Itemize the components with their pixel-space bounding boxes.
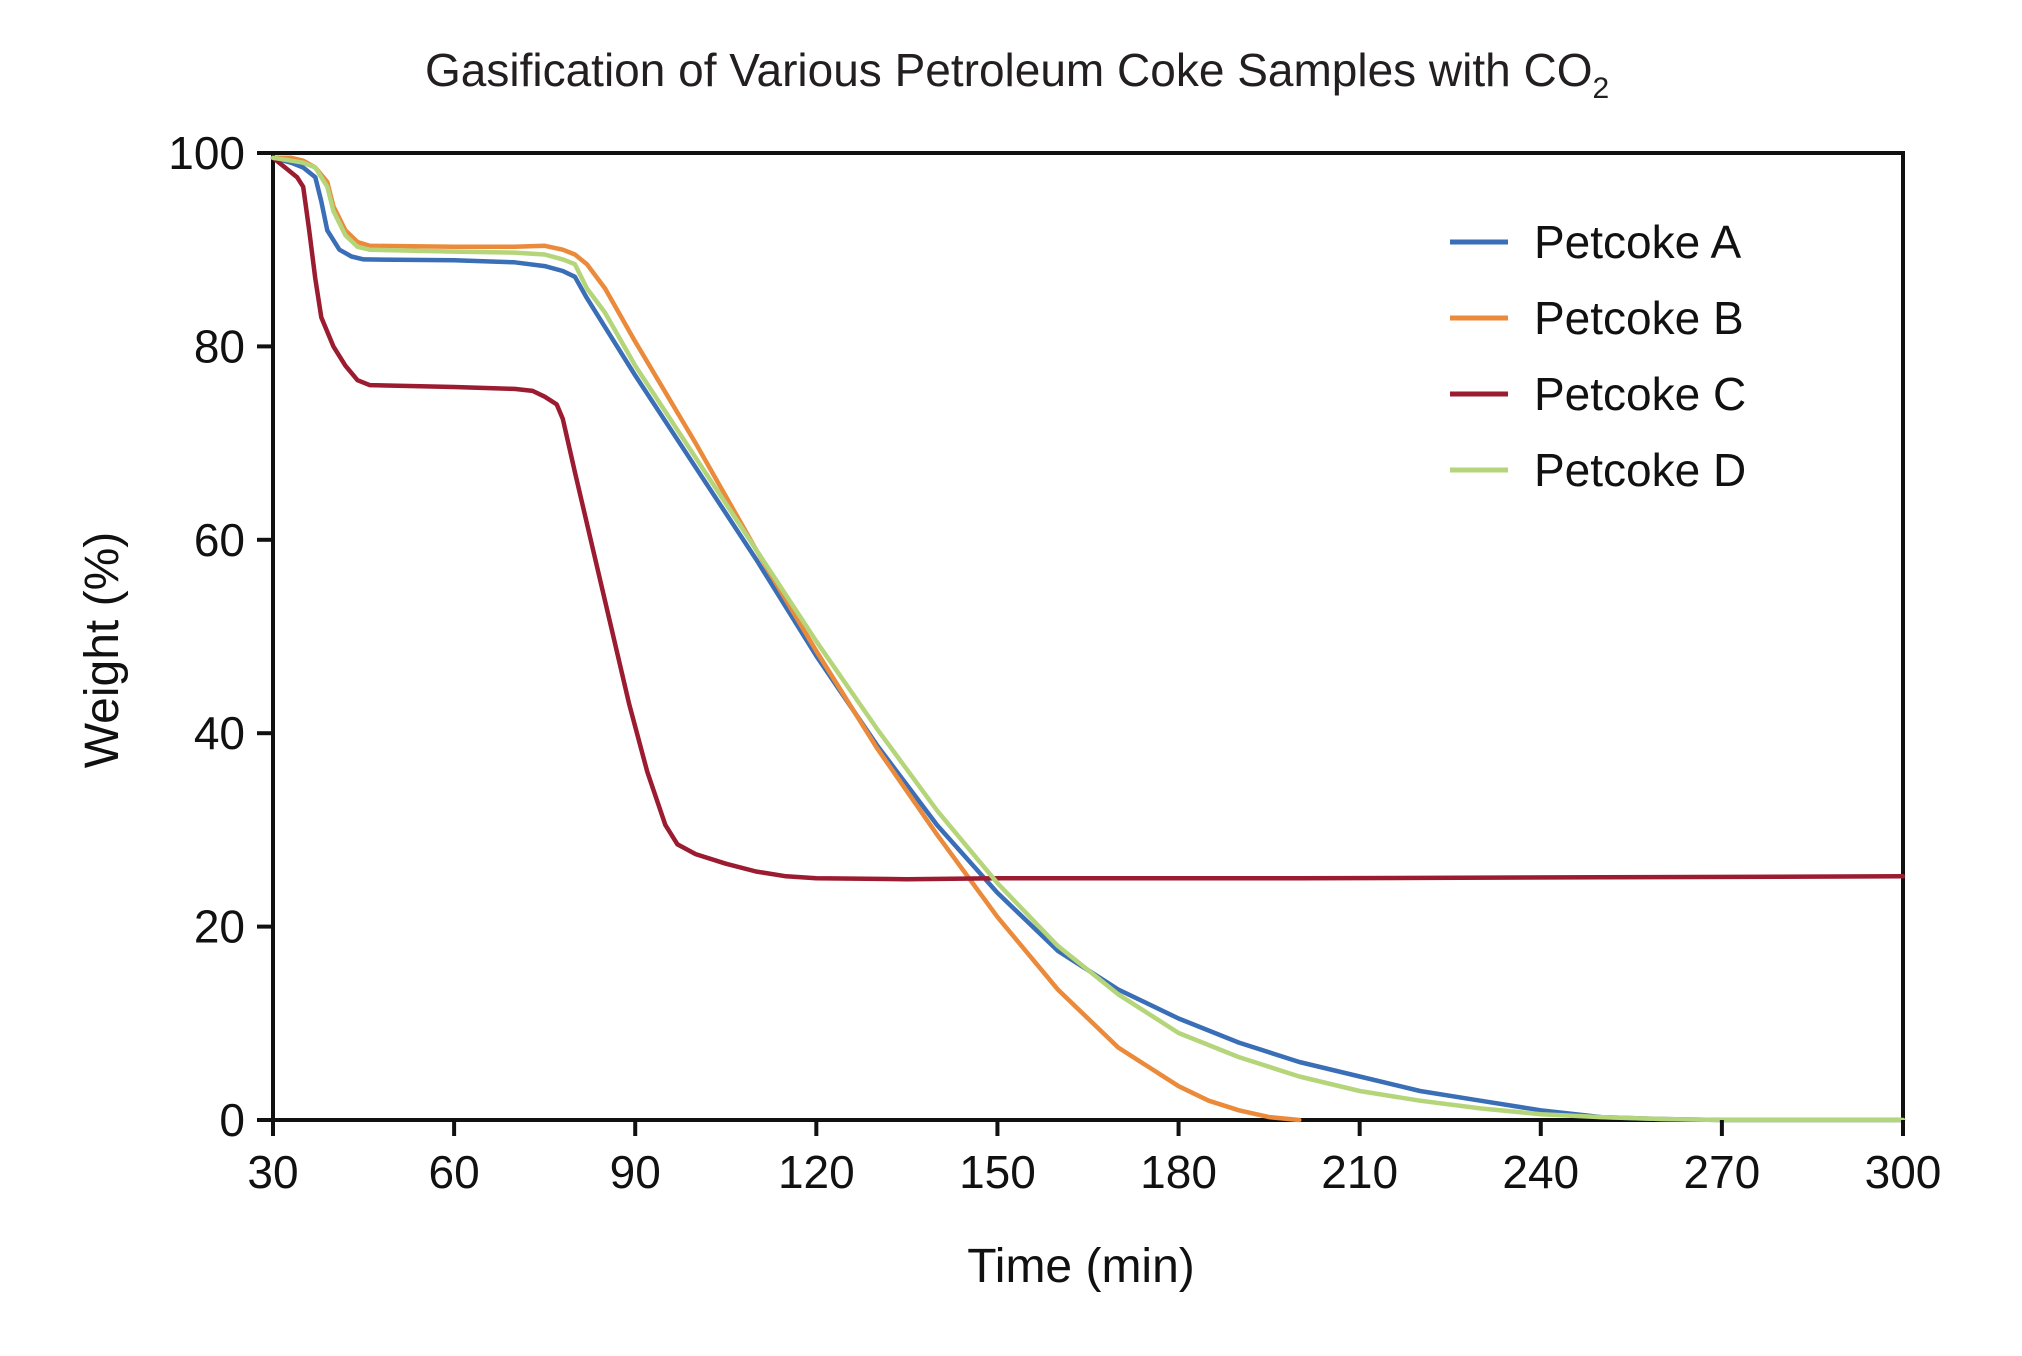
chart-title-subscript: 2 bbox=[1593, 72, 1610, 105]
y-tick-label: 100 bbox=[168, 127, 245, 179]
plot-area bbox=[271, 151, 1905, 1122]
x-tick-label: 90 bbox=[610, 1146, 661, 1198]
y-tick-label: 80 bbox=[194, 320, 245, 372]
axis-ticks: 30 60 90 120 150 180 210 240 270 300 0 20 40 60 80 100 bbox=[168, 127, 1941, 1198]
x-tick-label: 150 bbox=[959, 1146, 1036, 1198]
series-layer bbox=[270, 155, 1906, 1123]
series-line-petcoke-d bbox=[270, 155, 1906, 1123]
legend-label: Petcoke C bbox=[1534, 368, 1746, 420]
x-tick-label: 60 bbox=[429, 1146, 480, 1198]
y-tick-label: 20 bbox=[194, 901, 245, 953]
x-tick-label: 120 bbox=[778, 1146, 855, 1198]
y-tick-label: 40 bbox=[194, 707, 245, 759]
y-axis-title: Weight (%) bbox=[76, 532, 129, 769]
legend-label: Petcoke B bbox=[1534, 292, 1744, 344]
x-tick-label: 240 bbox=[1502, 1146, 1579, 1198]
series-line-petcoke-b bbox=[270, 155, 1302, 1123]
x-tick-label: 180 bbox=[1140, 1146, 1217, 1198]
series-line-petcoke-a bbox=[270, 155, 1906, 1123]
y-tick-label: 0 bbox=[219, 1094, 245, 1146]
legend-label: Petcoke A bbox=[1534, 216, 1741, 268]
x-tick-label: 30 bbox=[247, 1146, 298, 1198]
y-tick-label: 60 bbox=[194, 514, 245, 566]
legend-label: Petcoke D bbox=[1534, 444, 1746, 496]
x-axis-title: Time (min) bbox=[967, 1240, 1195, 1293]
series-line-petcoke-c bbox=[270, 155, 1906, 882]
chart-title: Gasification of Various Petroleum Coke S… bbox=[425, 44, 1609, 105]
plot-frame bbox=[271, 151, 1905, 1122]
legend: Petcoke A Petcoke B Petcoke C Petcoke D bbox=[1450, 216, 1746, 496]
x-tick-label: 300 bbox=[1865, 1146, 1942, 1198]
x-tick-label: 270 bbox=[1684, 1146, 1761, 1198]
x-tick-label: 210 bbox=[1321, 1146, 1398, 1198]
